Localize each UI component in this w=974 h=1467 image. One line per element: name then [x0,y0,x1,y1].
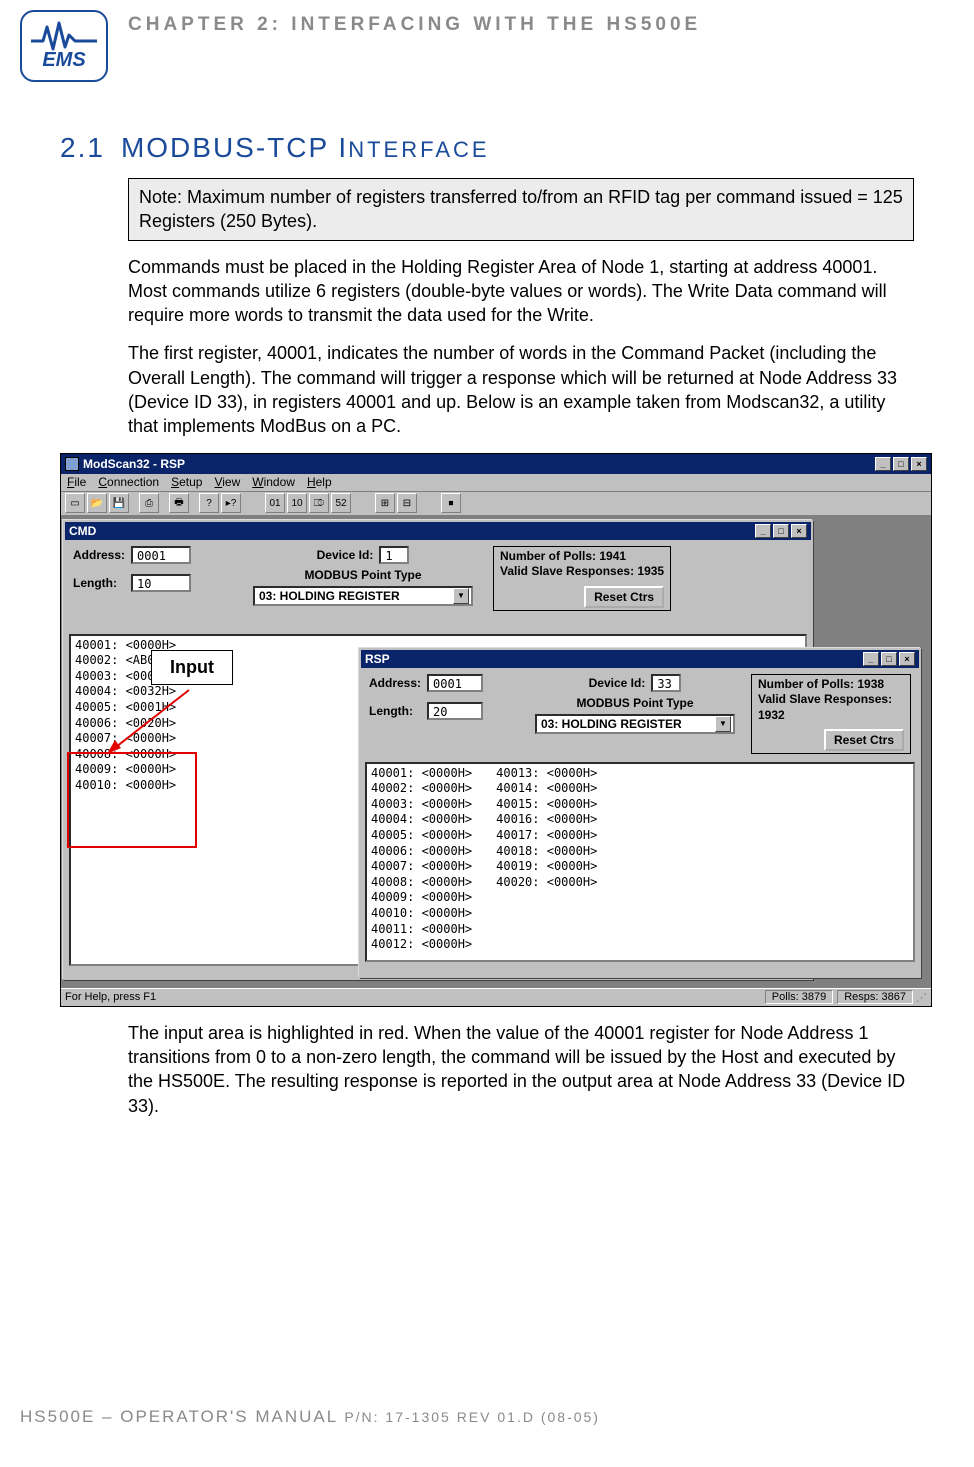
cmd-min-button[interactable]: _ [755,524,771,538]
rsp-length-input[interactable]: 20 [427,702,483,720]
chevron-down-icon: ▼ [453,588,469,604]
content: 2.1 MODBUS-TCP INTERFACE Note: Maximum nu… [0,82,974,1118]
menu-window[interactable]: Window [252,475,295,489]
help-icon[interactable]: ? [199,493,219,513]
paragraph-2: The first register, 40001, indicates the… [128,341,914,438]
stop-icon[interactable]: ⏹ [441,493,461,513]
input-highlight-box [67,752,197,848]
rsp-min-button[interactable]: _ [863,652,879,666]
ems-logo: EMS [20,10,108,82]
cmd-poll-box: Number of Polls: 1941 Valid Slave Respon… [493,546,671,611]
rsp-data-area: 40001: <0000H> 40002: <0000H> 40003: <00… [365,762,915,962]
footer-b: P/N: 17-1305 REV 01.D (08-05) [344,1409,600,1425]
app-titlebar: ModScan32 - RSP _ □ × [61,454,931,474]
app-icon [65,457,79,471]
maximize-button[interactable]: □ [893,457,909,471]
cmd-polls-line1: Number of Polls: 1941 [500,549,664,565]
context-help-icon[interactable]: ▸? [221,493,241,513]
footer: HS500E – OPERATOR'S MANUAL P/N: 17-1305 … [20,1407,600,1427]
rsp-address-label: Address: [369,676,421,690]
cmd-reset-button[interactable]: Reset Ctrs [584,586,664,608]
modscan-screenshot: ModScan32 - RSP _ □ × File Connection Se… [60,453,932,1007]
status-polls: Polls: 3879 [765,990,833,1004]
menu-help[interactable]: Help [307,475,332,489]
rsp-device-label: Device Id: [589,676,646,690]
rsp-polls-line1: Number of Polls: 1938 [758,677,904,693]
new-icon[interactable]: ▭ [65,493,85,513]
mode-icon-2[interactable]: 10 [287,493,307,513]
rsp-window: RSP _ □ × Address: 0001 Length: 20 Device … [359,648,921,978]
logo-text: EMS [42,49,85,72]
rsp-poll-box: Number of Polls: 1938 Valid Slave Respon… [751,674,911,755]
rsp-device-input[interactable]: 33 [651,674,681,692]
rsp-pt-combo[interactable]: 03: HOLDING REGISTER ▼ [535,714,735,734]
statusbar: For Help, press F1 Polls: 3879 Resps: 38… [61,988,931,1006]
cmd-close-button[interactable]: × [791,524,807,538]
mdi-area: CMD _ □ × Address: 0001 Length: 10 Device … [61,516,931,988]
print-icon[interactable]: 🖶 [169,493,189,513]
rsp-address-input[interactable]: 0001 [427,674,483,692]
cmd-title: CMD [69,524,96,538]
rsp-close-button[interactable]: × [899,652,915,666]
input-callout: Input [151,650,233,685]
rsp-reset-button[interactable]: Reset Ctrs [824,729,904,751]
chapter-title: CHAPTER 2: INTERFACING WITH THE HS500E [128,14,701,36]
rsp-panel: Address: 0001 Length: 20 Device Id: 33 MODB… [361,668,919,762]
cmd-pt-combo[interactable]: 03: HOLDING REGISTER ▼ [253,586,473,606]
cmd-address-input[interactable]: 0001 [131,546,191,564]
app-title: ModScan32 - RSP [83,457,185,471]
view-icon-1[interactable]: ⊞ [375,493,395,513]
close-button[interactable]: × [911,457,927,471]
mode-icon-3[interactable]: ⎄ [309,493,329,513]
cmd-max-button[interactable]: □ [773,524,789,538]
paragraph-3: The input area is highlighted in red. Wh… [128,1021,914,1118]
heartbeat-icon [29,21,99,51]
cmd-length-label: Length: [73,576,117,590]
view-icon-2[interactable]: ⊟ [397,493,417,513]
rsp-max-button[interactable]: □ [881,652,897,666]
minimize-button[interactable]: _ [875,457,891,471]
open-icon[interactable]: 📂 [87,493,107,513]
section-title-a: MODBUS-TCP I [121,132,348,163]
chevron-down-icon: ▼ [715,716,731,732]
rsp-pt-label: MODBUS Point Type [576,696,693,710]
menu-view[interactable]: View [214,475,240,489]
section-title-b: NTERFACE [348,137,489,162]
cmd-polls-line2: Valid Slave Responses: 1935 [500,564,664,580]
footer-a: HS500E – OPERATOR'S MANUAL [20,1407,344,1426]
note-box: Note: Maximum number of registers transf… [128,178,914,241]
mode-icon-1[interactable]: 01 [265,493,285,513]
section-number: 2.1 [60,132,105,163]
cmd-pt-label: MODBUS Point Type [304,568,421,582]
menu-file[interactable]: File [67,475,86,489]
cmd-device-label: Device Id: [317,548,374,562]
mode-icon-4[interactable]: 52 [331,493,351,513]
rsp-titlebar: RSP _ □ × [361,650,919,668]
menu-setup[interactable]: Setup [171,475,202,489]
rsp-pt-value: 03: HOLDING REGISTER [541,717,682,731]
cmd-pt-value: 03: HOLDING REGISTER [259,589,400,603]
menubar: File Connection Setup View Window Help [61,474,931,492]
rsp-title: RSP [365,652,390,666]
toolbar: ▭ 📂 💾 ⎙ 🖶 ? ▸? 01 10 ⎄ 52 ⊞ ⊟ ⏹ [61,492,931,516]
cmd-titlebar: CMD _ □ × [65,522,811,540]
section-heading: 2.1 MODBUS-TCP INTERFACE [60,132,914,164]
cmd-address-label: Address: [73,548,125,562]
cmd-length-input[interactable]: 10 [131,574,191,592]
tool-icon[interactable]: ⎙ [139,493,159,513]
page-header: EMS CHAPTER 2: INTERFACING WITH THE HS50… [0,0,974,82]
save-icon[interactable]: 💾 [109,493,129,513]
status-resps: Resps: 3867 [837,990,913,1004]
rsp-length-label: Length: [369,704,413,718]
paragraph-1: Commands must be placed in the Holding R… [128,255,914,328]
rsp-polls-line2: Valid Slave Responses: 1932 [758,692,904,723]
cmd-device-input[interactable]: 1 [379,546,409,564]
status-help: For Help, press F1 [65,991,156,1003]
menu-connection[interactable]: Connection [98,475,159,489]
cmd-panel: Address: 0001 Length: 10 Device Id: 1 MODBU… [65,540,811,634]
